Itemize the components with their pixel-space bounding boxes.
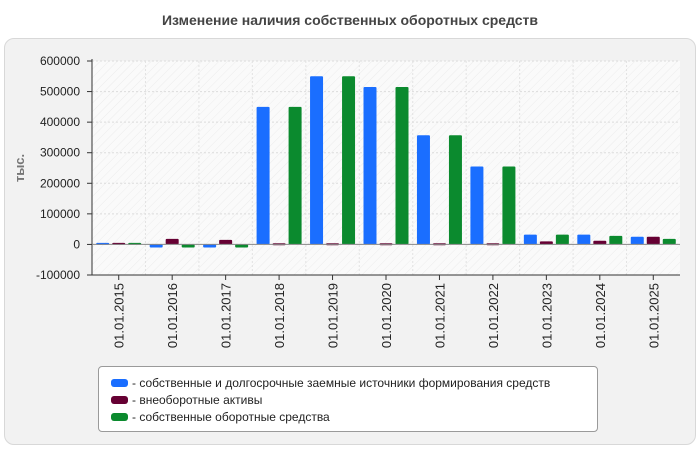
legend-label-noncurrent-assets: - внеоборотные активы <box>132 392 263 407</box>
x-tick-label: 01.01.2025 <box>646 283 661 348</box>
bar-1 <box>577 234 591 245</box>
y-tick-label: 400000 <box>40 115 80 129</box>
y-tick-label: 600000 <box>40 54 80 68</box>
bar-1 <box>416 135 430 245</box>
bar-1 <box>470 166 484 245</box>
bar-3 <box>555 234 569 245</box>
legend-label-working-capital: - собственные оборотные средства <box>132 409 330 424</box>
x-tick-label: 01.01.2015 <box>112 283 127 348</box>
bar-3 <box>395 86 409 245</box>
y-tick-label: 200000 <box>40 176 80 190</box>
bar-3 <box>288 106 302 245</box>
bar-3 <box>662 238 676 245</box>
x-tick-label: 01.01.2019 <box>326 283 341 348</box>
x-tick-label: 01.01.2022 <box>486 283 501 348</box>
bar-3 <box>342 76 356 245</box>
y-tick-label: 500000 <box>40 85 80 99</box>
x-tick-label: 01.01.2017 <box>219 283 234 348</box>
y-tick-label: 300000 <box>40 146 80 160</box>
bar-1 <box>203 244 217 248</box>
axes <box>87 59 680 280</box>
legend-swatch-sources <box>111 378 128 387</box>
bar-3 <box>448 135 462 245</box>
legend: - собственные и долгосрочные заемные ист… <box>98 366 598 432</box>
bar-1 <box>310 76 324 245</box>
bar-1 <box>523 234 537 245</box>
bar-3 <box>502 166 516 245</box>
x-tick-label: 01.01.2018 <box>272 283 287 348</box>
bar-1 <box>630 236 644 245</box>
bar-3 <box>235 244 249 248</box>
bar-2 <box>219 239 233 245</box>
plot-hatch <box>92 61 680 275</box>
y-tick-label: 0 <box>73 237 80 251</box>
x-tick-label: 01.01.2023 <box>539 283 554 348</box>
y-tick-label: 100000 <box>40 207 80 221</box>
x-tick-label: 01.01.2020 <box>379 283 394 348</box>
legend-item-sources: - собственные и долгосрочные заемные ист… <box>111 374 597 391</box>
x-tick-label: 01.01.2024 <box>593 283 608 348</box>
bar-1 <box>363 86 377 245</box>
bar-2 <box>646 236 660 245</box>
bar-1 <box>149 244 163 248</box>
bar-2 <box>165 238 179 245</box>
y-tick-labels: -100000 0 100000 200000 300000 400000 500000 60… <box>36 54 80 282</box>
bar-1 <box>256 106 270 245</box>
chart-title: Изменение наличия собственных оборотных … <box>161 12 539 28</box>
bar-3 <box>609 235 623 245</box>
legend-swatch-working-capital <box>111 412 128 421</box>
bar-2 <box>593 240 607 245</box>
y-tick-label: -100000 <box>36 268 80 282</box>
legend-label-sources: - собственные и долгосрочные заемные ист… <box>132 375 551 390</box>
legend-item-noncurrent-assets: - внеоборотные активы <box>111 391 597 408</box>
bar-2 <box>539 241 553 245</box>
legend-swatch-noncurrent-assets <box>111 395 128 404</box>
x-tick-label: 01.01.2021 <box>432 283 447 348</box>
x-tick-label: 01.01.2016 <box>165 283 180 348</box>
bar-3 <box>181 244 195 248</box>
y-axis-label: тыс. <box>12 154 27 182</box>
bars <box>96 76 676 248</box>
x-tick-labels: 01.01.2015 01.01.2016 01.01.2017 01.01.2018… <box>112 283 662 348</box>
legend-item-working-capital: - собственные оборотные средства <box>111 408 597 425</box>
